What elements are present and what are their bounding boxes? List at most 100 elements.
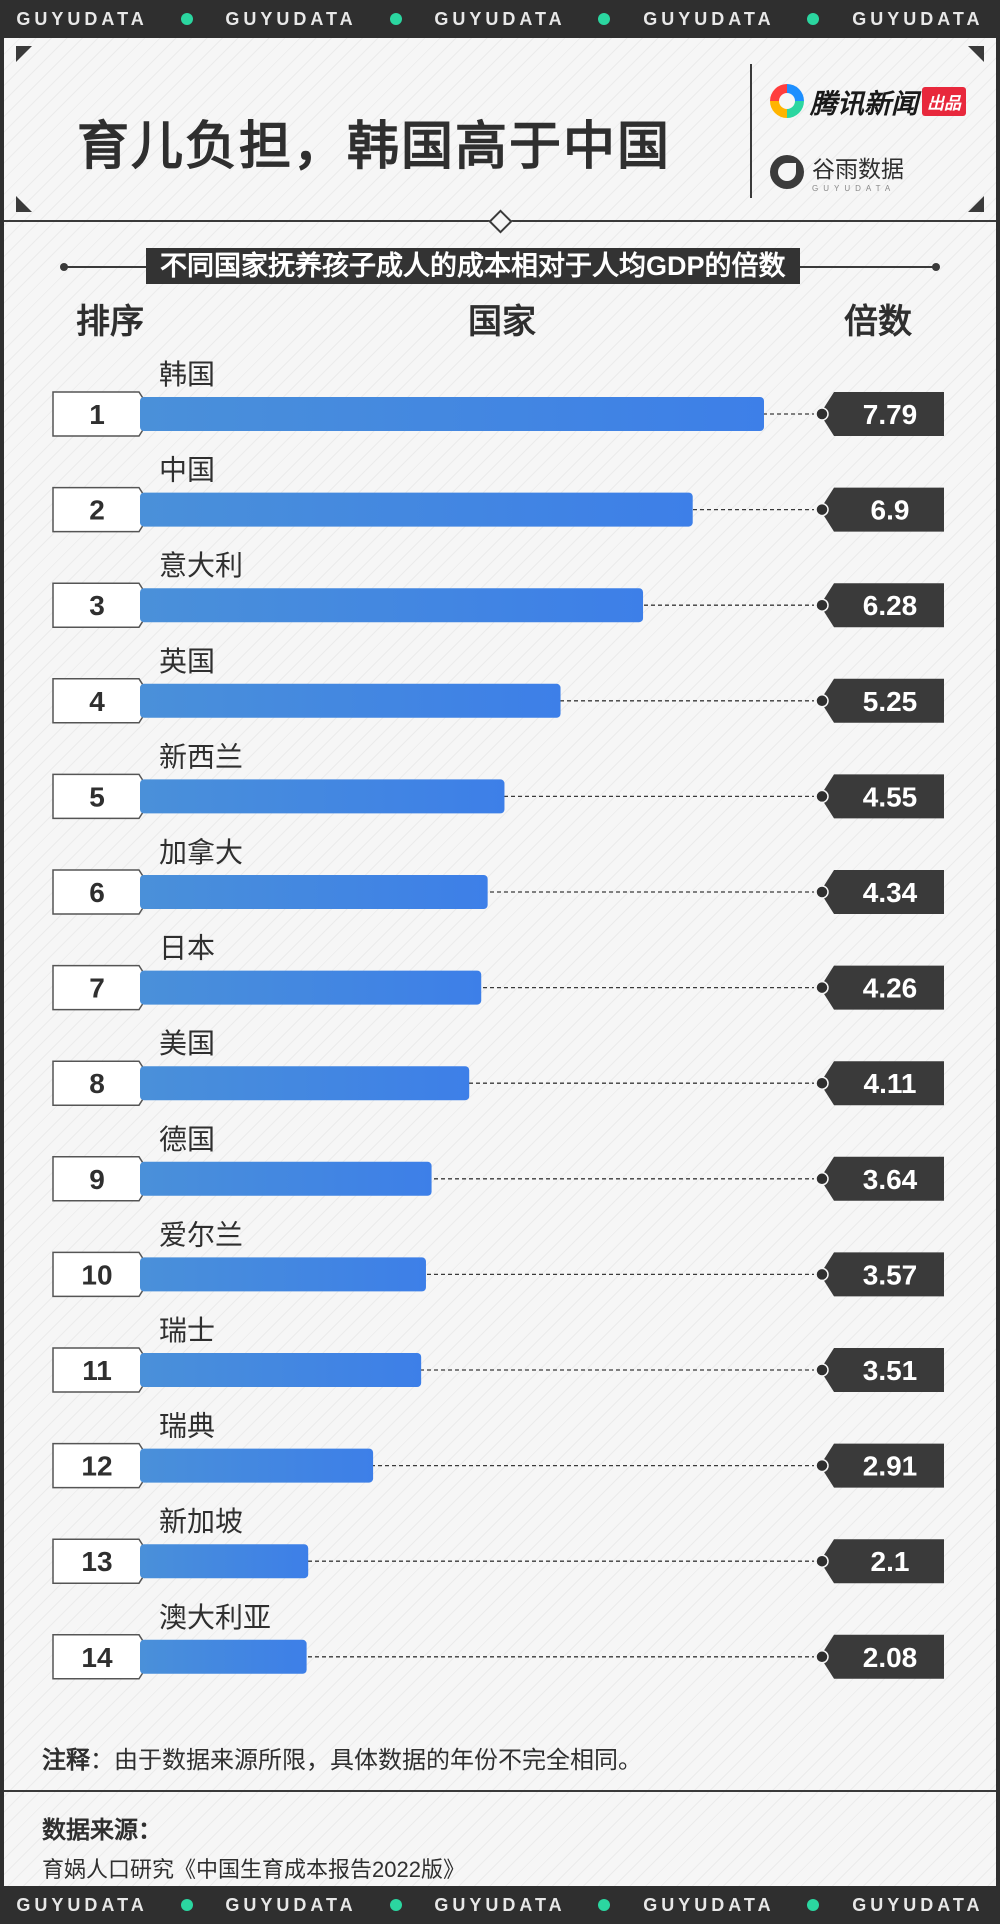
source-label: 数据来源： <box>42 1817 162 1844</box>
header-divider <box>750 64 752 198</box>
top-brand-strip: GUYUDATA GUYUDATA GUYUDATA GUYUDATA GUYU… <box>0 0 1000 38</box>
note-label: 注释 <box>42 1747 90 1774</box>
value-tag <box>820 774 944 819</box>
rank-label: 12 <box>81 1451 112 1482</box>
rank-label: 6 <box>89 877 105 908</box>
value-label: 2.91 <box>863 1451 918 1482</box>
rule-dot <box>932 263 940 271</box>
bar <box>140 1161 432 1196</box>
country-label: 中国 <box>159 454 215 487</box>
note: 注释：由于数据来源所限，具体数据的年份不完全相同。 <box>42 1740 642 1775</box>
bar <box>140 1066 470 1101</box>
corner-mark <box>968 196 984 212</box>
strip-word: GUYUDATA <box>643 1894 775 1915</box>
value-tag-dot <box>815 1172 829 1186</box>
guyu-data-brand: 谷雨数据 GUYUDATA <box>770 150 904 193</box>
value-label: 4.34 <box>863 877 918 908</box>
strip-word: GUYUDATA <box>16 1894 148 1915</box>
value-tag-dot <box>815 1650 829 1664</box>
strip-word: GUYUDATA <box>643 8 775 29</box>
strip-dot <box>180 13 193 25</box>
guyu-data-name: 谷雨数据 <box>812 157 904 183</box>
value-label: 6.9 <box>871 495 910 526</box>
country-label: 瑞士 <box>159 1314 215 1347</box>
rank-label: 8 <box>89 1068 105 1099</box>
value-tag-dot <box>815 598 829 612</box>
strip-word: GUYUDATA <box>434 8 566 29</box>
value-tag <box>820 1634 944 1679</box>
bar <box>140 1353 422 1387</box>
page-title: 育儿负担，韩国高于中国 <box>76 118 671 176</box>
value-tag <box>820 583 944 628</box>
value-tag-dot <box>815 1076 829 1090</box>
strip-word: GUYUDATA <box>852 1894 984 1915</box>
bar <box>140 683 561 718</box>
value-tag <box>820 1156 944 1201</box>
bar-chart: 1 韩国 7.79 2 中国 6.9 3 意大利 6.28 4 英国 5.25 5 新西兰 4.55 6 加拿大… <box>52 358 944 1680</box>
produced-badge: 出品 <box>922 86 966 116</box>
rank-label: 9 <box>89 1164 105 1195</box>
column-header-country: 国家 <box>468 303 536 341</box>
note-text: ：由于数据来源所限，具体数据的年份不完全相同。 <box>90 1747 642 1774</box>
value-tag <box>820 1443 944 1488</box>
value-tag <box>820 965 944 1010</box>
country-label: 加拿大 <box>159 836 243 869</box>
bar <box>140 1257 426 1292</box>
value-tag <box>820 678 944 723</box>
rule-dot <box>60 263 68 271</box>
bar <box>140 875 488 909</box>
rank-label: 10 <box>81 1259 112 1290</box>
value-label: 2.1 <box>871 1546 910 1577</box>
country-label: 美国 <box>159 1027 215 1060</box>
value-label: 3.57 <box>863 1259 918 1290</box>
value-label: 3.51 <box>863 1355 918 1386</box>
guyu-data-logo-icon <box>770 154 804 189</box>
strip-dot <box>807 1899 820 1911</box>
footer-rule <box>4 1790 996 1792</box>
corner-mark <box>968 46 984 62</box>
value-tag-dot <box>815 1363 829 1377</box>
value-label: 7.79 <box>863 399 918 430</box>
country-label: 意大利 <box>159 549 243 582</box>
rank-label: 13 <box>81 1546 112 1577</box>
chart-title: 不同国家抚养孩子成人的成本相对于人均GDP的倍数 <box>146 248 800 284</box>
rank-label: 11 <box>82 1355 112 1386</box>
strip-word: GUYUDATA <box>852 8 984 29</box>
value-tag-dot <box>815 407 829 421</box>
bar <box>140 1448 374 1483</box>
country-label: 爱尔兰 <box>159 1218 243 1251</box>
rank-label: 3 <box>89 590 105 621</box>
strip-dot <box>807 13 820 25</box>
rank-label: 1 <box>89 399 105 430</box>
country-label: 德国 <box>159 1123 215 1156</box>
value-tag <box>820 870 944 914</box>
value-tag-dot <box>815 502 829 517</box>
bar <box>140 492 693 527</box>
bar <box>140 1639 307 1674</box>
strip-dot <box>180 1899 193 1911</box>
corner-mark <box>16 196 32 212</box>
value-tag-dot <box>815 980 829 995</box>
value-tag <box>820 1061 944 1106</box>
tencent-news-name: 腾讯新闻 <box>810 88 918 119</box>
bottom-brand-strip: GUYUDATA GUYUDATA GUYUDATA GUYUDATA GUYU… <box>0 1886 1000 1924</box>
value-tag-dot <box>815 1554 829 1568</box>
corner-mark <box>16 46 32 62</box>
bar <box>140 397 764 431</box>
value-tag-dot <box>815 789 829 804</box>
strip-dot <box>598 1899 611 1911</box>
rank-label: 2 <box>89 495 105 526</box>
value-label: 4.26 <box>863 973 918 1004</box>
country-label: 新加坡 <box>159 1505 243 1538</box>
strip-dot <box>389 13 402 25</box>
value-tag-dot <box>815 1267 829 1282</box>
value-label: 4.55 <box>863 781 918 812</box>
value-label: 3.64 <box>863 1164 918 1195</box>
country-label: 新西兰 <box>159 740 243 773</box>
bar <box>140 588 644 623</box>
country-label: 英国 <box>159 645 215 678</box>
strip-word: GUYUDATA <box>16 8 148 29</box>
rank-label: 14 <box>81 1642 113 1673</box>
guyu-data-sub: GUYUDATA <box>812 184 896 193</box>
